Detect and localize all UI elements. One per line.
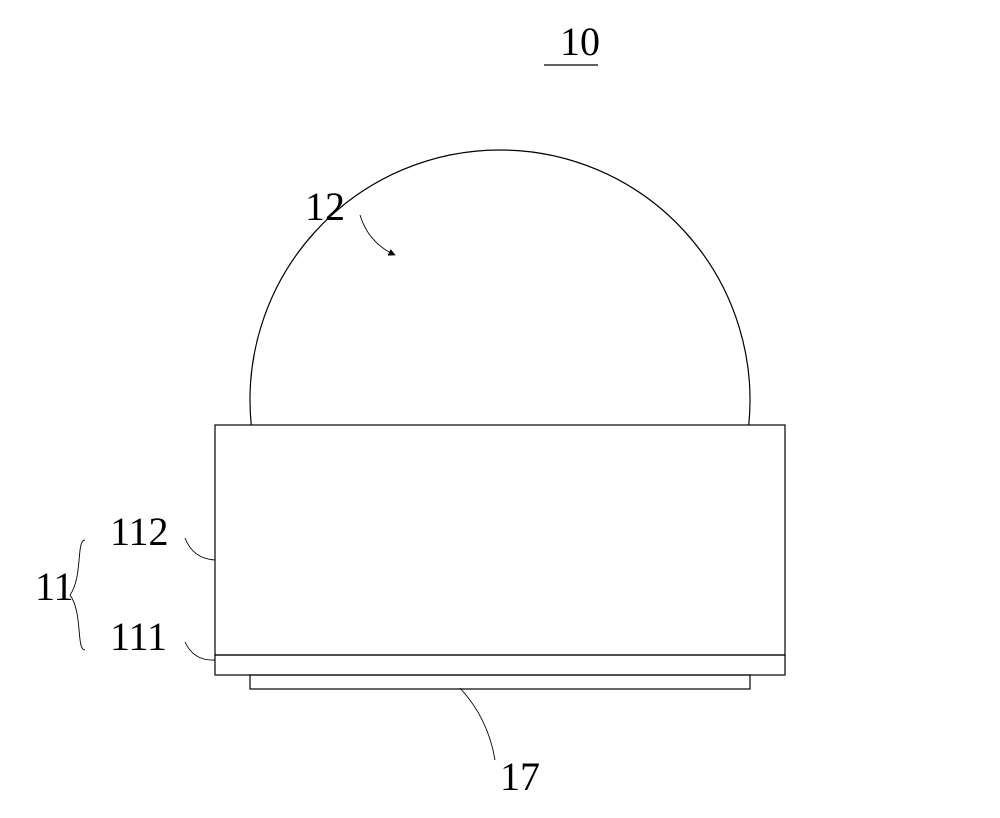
lead-l17 xyxy=(460,688,495,760)
callout-l12: 12 xyxy=(305,184,395,255)
label-l12: 12 xyxy=(305,184,345,229)
label-l111: 111 xyxy=(110,614,167,659)
callout-l111: 111 xyxy=(110,614,215,660)
label-l112: 112 xyxy=(110,509,169,554)
callout-l17: 17 xyxy=(460,688,540,799)
callout-l112: 112 xyxy=(110,509,215,560)
bottom-tab-17 xyxy=(250,675,750,689)
lead-l12 xyxy=(360,215,395,255)
base-plate-111 xyxy=(215,655,785,675)
body-112 xyxy=(215,425,785,655)
label-l11: 11 xyxy=(35,564,74,609)
figure-number: 10 xyxy=(560,19,600,64)
callout-l11: 11 xyxy=(35,540,85,650)
lead-l111 xyxy=(185,642,215,660)
label-l17: 17 xyxy=(500,754,540,799)
lead-l112 xyxy=(185,538,215,560)
